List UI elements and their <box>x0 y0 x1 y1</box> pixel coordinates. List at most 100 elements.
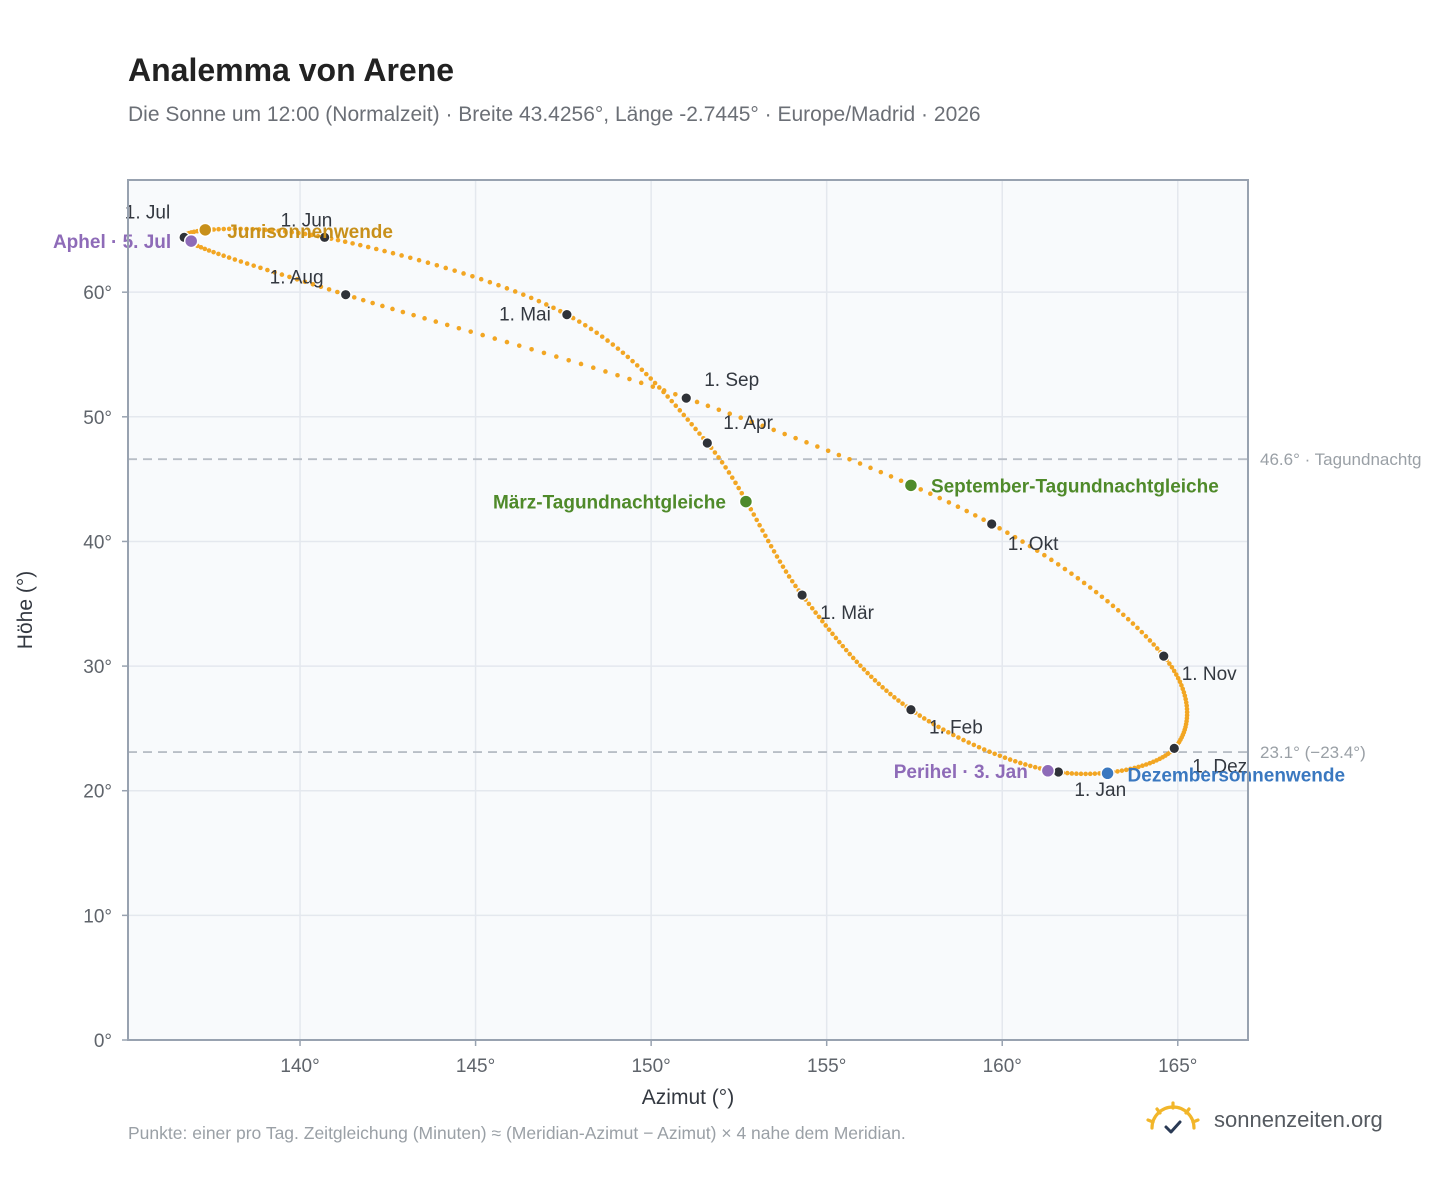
daily-point <box>854 659 860 665</box>
axis-ticks: 140° 145° 150° 155° 160° 165° 0° 10° 20° 30° 40° 50… <box>83 283 1197 1077</box>
daily-point <box>1140 763 1145 769</box>
daily-point <box>733 480 738 486</box>
daily-point <box>390 250 396 256</box>
daily-point <box>492 336 498 341</box>
chart-title: Analemma von Arene <box>128 52 455 88</box>
daily-point <box>956 735 961 740</box>
daily-point <box>876 681 882 687</box>
daily-point <box>669 398 675 404</box>
daily-point <box>757 522 762 528</box>
daily-point <box>760 423 766 429</box>
daily-point <box>816 614 822 620</box>
daily-point <box>238 226 243 232</box>
daily-point <box>296 230 301 236</box>
daily-point <box>918 487 924 492</box>
daily-point <box>468 329 473 334</box>
month-marker <box>561 308 573 321</box>
daily-point <box>719 460 725 465</box>
daily-point <box>858 663 863 668</box>
daily-point <box>232 226 238 232</box>
brand[interactable]: sonnenzeiten.org <box>1146 1100 1383 1140</box>
daily-point <box>1120 612 1126 618</box>
daily-point <box>1099 594 1105 600</box>
daily-point <box>931 721 936 727</box>
daily-point <box>921 716 927 721</box>
daily-point <box>1167 661 1172 666</box>
daily-point <box>1005 530 1010 536</box>
daily-point <box>806 601 812 607</box>
daily-point <box>771 549 777 554</box>
daily-point <box>625 354 631 360</box>
daily-point <box>211 227 217 232</box>
daily-point <box>529 346 534 352</box>
month-marker <box>905 703 917 716</box>
daily-point <box>433 319 439 324</box>
daily-point <box>512 289 518 294</box>
daily-point <box>650 384 656 389</box>
daily-point <box>926 719 932 724</box>
daily-point <box>884 688 889 694</box>
daily-point <box>407 255 413 261</box>
daily-point <box>652 380 658 386</box>
daily-point <box>282 229 288 234</box>
daily-point <box>976 744 982 750</box>
month-label: 1. Jul <box>125 202 170 223</box>
daily-point <box>232 257 238 262</box>
daily-point <box>825 448 831 454</box>
event-marker <box>197 222 213 238</box>
daily-point <box>425 260 431 266</box>
daily-point <box>868 465 873 471</box>
daily-point <box>937 495 943 501</box>
daily-point <box>1119 768 1125 773</box>
daily-point <box>1143 634 1149 639</box>
x-tick-label: 145° <box>456 1056 495 1077</box>
daily-point <box>1069 571 1074 576</box>
daily-point <box>350 241 355 246</box>
daily-point <box>726 470 732 475</box>
daily-point <box>1147 760 1153 766</box>
daily-point <box>1042 552 1047 558</box>
daily-point <box>221 226 227 232</box>
daily-point <box>673 403 679 409</box>
y-tick-label: 40° <box>83 532 112 553</box>
daily-point <box>615 346 621 351</box>
daily-point <box>1069 771 1075 776</box>
daily-point <box>1093 589 1099 595</box>
event-label: September-Tagundnachtgleiche <box>931 476 1219 497</box>
daily-point <box>693 426 698 432</box>
daily-point <box>287 274 292 280</box>
daily-point <box>599 334 605 339</box>
daily-point <box>760 528 765 533</box>
daily-point <box>594 330 599 336</box>
daily-point <box>1150 759 1156 765</box>
daily-point <box>202 246 208 252</box>
daily-point <box>751 512 757 517</box>
daily-point <box>244 261 250 266</box>
daily-point <box>648 376 654 381</box>
month-marker <box>318 231 331 244</box>
daily-point <box>250 226 256 232</box>
daily-point <box>302 279 308 285</box>
daily-point <box>657 385 662 390</box>
month-marker <box>1168 742 1181 755</box>
daily-point <box>765 538 771 544</box>
daily-point <box>694 399 700 405</box>
daily-point <box>966 740 971 745</box>
daily-point <box>639 367 645 373</box>
event-marker <box>1100 766 1115 781</box>
daily-point <box>310 281 316 287</box>
daily-point <box>456 325 462 331</box>
daily-point <box>1092 771 1098 776</box>
daily-point <box>309 232 314 238</box>
daily-point <box>380 303 385 309</box>
daily-point <box>857 461 863 466</box>
daily-point <box>1087 771 1093 777</box>
daily-point <box>1002 755 1008 761</box>
labels: 1. Jan 1. Feb 1. Mär 1. Apr 1. Mai 1. Jun 1. J… <box>53 202 1345 801</box>
month-label: 1. Jan <box>1074 780 1126 801</box>
daily-point <box>588 326 594 332</box>
daily-point <box>521 292 526 297</box>
daily-point <box>276 228 281 234</box>
daily-point <box>928 491 933 497</box>
brand-name: sonnenzeiten.org <box>1214 1107 1383 1132</box>
